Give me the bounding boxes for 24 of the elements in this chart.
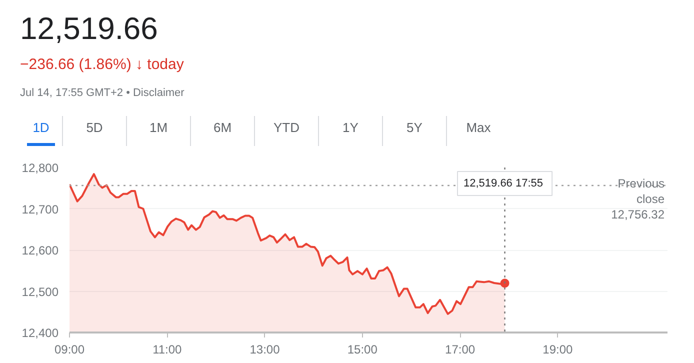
x-tick-label: 15:00 [347,342,378,356]
text: 5Y [406,119,424,138]
text: 1D [26,116,56,146]
text: 1M [148,119,169,138]
chart-title: 12,519.66 [20,10,159,48]
chart-subtitle: −236.66 (1.86%) ↓ today [20,55,185,75]
y-tick-label: 12,800 [22,161,59,175]
y-tick-label: 12,400 [22,326,59,340]
text: 1Y [342,119,360,138]
text: Max [465,119,492,138]
text: 5D [85,119,104,138]
x-tick-label: 19:00 [542,342,574,356]
x-tick-label: 09:00 [54,342,85,356]
y-tick-label: 12,500 [22,284,59,299]
text: YTD [272,119,300,138]
annotation: 12,519.66 17:55 [463,178,544,190]
text: Jul 14, 17:55 GMT+2 • Disclaimer [20,86,186,102]
x-tick-label: 13:00 [250,342,280,356]
y-tick-label: 12,700 [22,202,59,216]
y-tick-label: 12,600 [22,244,59,258]
x-tick-label: 11:00 [152,342,182,356]
x-tick-label: 17:00 [445,342,476,356]
ref-line-label: Previous close 12,756.32 [611,176,665,222]
text: 6M [212,119,233,138]
